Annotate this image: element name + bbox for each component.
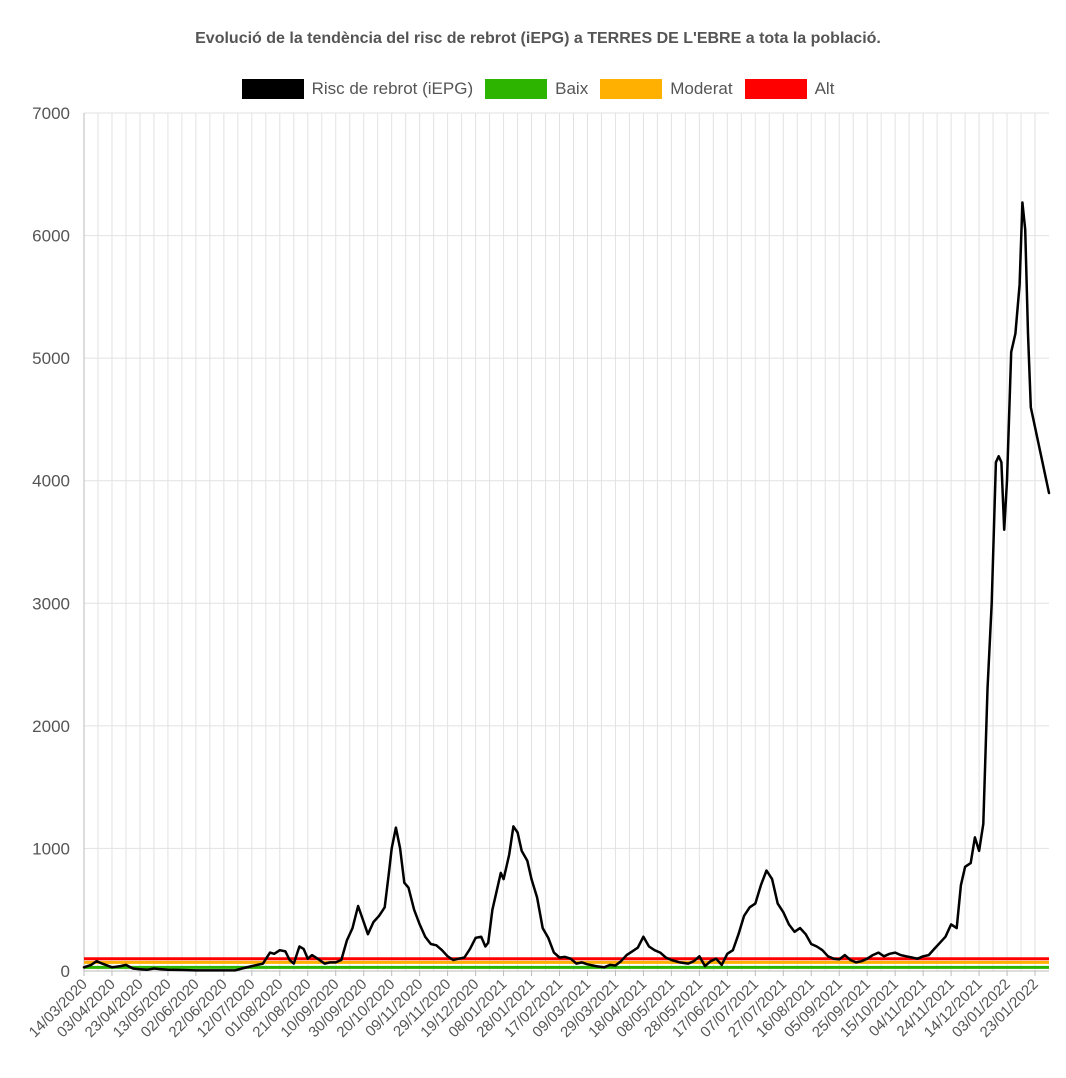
legend-swatch-alt [744, 79, 807, 99]
legend-item-alt[interactable]: Alt [744, 79, 835, 99]
series-line-risc-de-rebrot [82, 201, 1051, 972]
legend-label-baix: Baix [555, 79, 589, 98]
y-tick-label: 2000 [32, 717, 70, 736]
legend-item-baix[interactable]: Baix [485, 79, 588, 99]
legend-label-moderat: Moderat [670, 79, 733, 98]
chart-title: Evolució de la tendència del risc de reb… [195, 30, 881, 47]
y-tick-label: 3000 [32, 594, 70, 613]
legend-swatch-risc [241, 79, 304, 99]
legend-item-risc[interactable]: Risc de rebrot (iEPG) [241, 79, 474, 99]
legend-item-moderat[interactable]: Moderat [600, 79, 733, 99]
chart-legend: Risc de rebrot (iEPG) Baix Moderat Alt [0, 78, 1066, 100]
legend-label-alt: Alt [814, 79, 835, 98]
y-tick-label: 7000 [32, 104, 70, 123]
legend-swatch-baix [485, 79, 548, 99]
y-tick-label: 6000 [32, 227, 70, 246]
legend-swatch-moderat [600, 79, 663, 99]
y-tick-label: 1000 [32, 839, 70, 858]
y-tick-label: 0 [61, 962, 70, 981]
legend-label-risc: Risc de rebrot (iEPG) [311, 79, 474, 98]
y-tick-label: 5000 [32, 349, 70, 368]
y-tick-label: 4000 [32, 472, 70, 491]
